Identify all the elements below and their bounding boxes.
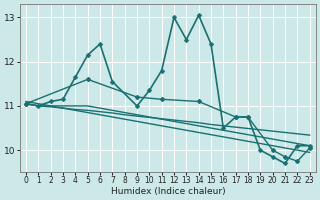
X-axis label: Humidex (Indice chaleur): Humidex (Indice chaleur) [110,187,225,196]
